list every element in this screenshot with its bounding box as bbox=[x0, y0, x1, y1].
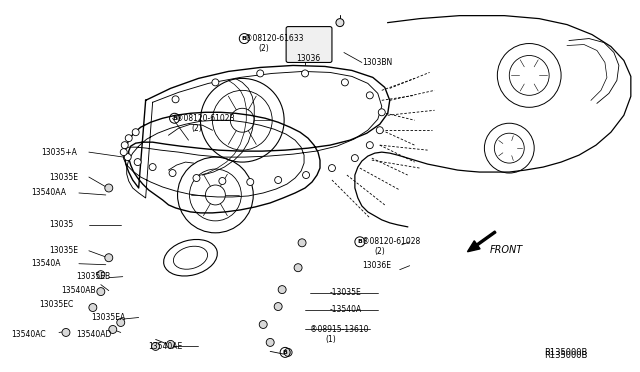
Circle shape bbox=[301, 70, 308, 77]
FancyBboxPatch shape bbox=[286, 26, 332, 62]
Circle shape bbox=[257, 70, 264, 77]
Circle shape bbox=[294, 264, 302, 272]
Text: R135000B: R135000B bbox=[544, 351, 588, 360]
Text: 13035EB: 13035EB bbox=[76, 272, 110, 281]
Circle shape bbox=[303, 171, 310, 179]
Circle shape bbox=[351, 155, 358, 161]
Circle shape bbox=[284, 349, 292, 356]
Text: ®08120-61028: ®08120-61028 bbox=[362, 237, 420, 246]
Circle shape bbox=[366, 92, 373, 99]
Text: 13035EC: 13035EC bbox=[39, 300, 74, 309]
Circle shape bbox=[97, 288, 105, 296]
Text: 13540AA: 13540AA bbox=[31, 189, 66, 198]
Text: -13540A: -13540A bbox=[330, 305, 362, 314]
Circle shape bbox=[125, 135, 132, 142]
Text: B: B bbox=[283, 350, 287, 355]
Circle shape bbox=[378, 109, 385, 116]
Circle shape bbox=[172, 96, 179, 103]
Circle shape bbox=[105, 184, 113, 192]
Text: 13035: 13035 bbox=[49, 220, 73, 230]
Text: B: B bbox=[172, 116, 177, 121]
Circle shape bbox=[105, 254, 113, 262]
Circle shape bbox=[62, 328, 70, 336]
Circle shape bbox=[336, 19, 344, 26]
Circle shape bbox=[166, 340, 175, 349]
Circle shape bbox=[169, 170, 176, 177]
Circle shape bbox=[247, 179, 253, 186]
Text: (2): (2) bbox=[258, 44, 269, 53]
Circle shape bbox=[212, 79, 219, 86]
Circle shape bbox=[376, 127, 383, 134]
Circle shape bbox=[116, 318, 125, 327]
Circle shape bbox=[341, 79, 348, 86]
Circle shape bbox=[97, 271, 105, 279]
Text: 13036E: 13036E bbox=[362, 261, 391, 270]
Text: 13540AC: 13540AC bbox=[11, 330, 46, 339]
Circle shape bbox=[278, 286, 286, 294]
Circle shape bbox=[109, 326, 116, 333]
Text: B: B bbox=[357, 239, 362, 244]
Circle shape bbox=[366, 142, 373, 149]
Circle shape bbox=[149, 164, 156, 170]
Text: B: B bbox=[242, 36, 247, 41]
Text: 13540AE: 13540AE bbox=[148, 342, 183, 351]
Text: 13540A: 13540A bbox=[31, 259, 61, 268]
Circle shape bbox=[124, 154, 131, 161]
Circle shape bbox=[266, 339, 274, 346]
Circle shape bbox=[193, 174, 200, 182]
Circle shape bbox=[120, 149, 127, 155]
Circle shape bbox=[275, 177, 282, 183]
Text: 13540AB: 13540AB bbox=[61, 286, 95, 295]
Text: (2): (2) bbox=[191, 124, 202, 133]
Text: 13035EA: 13035EA bbox=[91, 313, 125, 322]
Circle shape bbox=[274, 302, 282, 311]
Circle shape bbox=[328, 164, 335, 171]
Text: 1303BN: 1303BN bbox=[362, 58, 392, 67]
Circle shape bbox=[132, 129, 139, 136]
Text: (1): (1) bbox=[325, 335, 336, 344]
Circle shape bbox=[121, 142, 128, 149]
Text: ®08120-6102B: ®08120-6102B bbox=[175, 114, 234, 123]
Text: -13035E: -13035E bbox=[330, 288, 362, 297]
Circle shape bbox=[152, 342, 159, 350]
Circle shape bbox=[259, 321, 267, 328]
Circle shape bbox=[219, 177, 226, 185]
Text: 13035E: 13035E bbox=[49, 173, 78, 182]
Text: 13035+A: 13035+A bbox=[41, 148, 77, 157]
Text: (2): (2) bbox=[375, 247, 385, 256]
FancyArrow shape bbox=[467, 231, 496, 252]
Text: 13540AD: 13540AD bbox=[76, 330, 111, 339]
Text: 13036: 13036 bbox=[296, 54, 321, 63]
Text: ®08915-13610: ®08915-13610 bbox=[310, 325, 369, 334]
Circle shape bbox=[298, 239, 306, 247]
Circle shape bbox=[89, 304, 97, 311]
Text: 13035E: 13035E bbox=[49, 246, 78, 255]
Text: R135000B: R135000B bbox=[544, 348, 588, 357]
Circle shape bbox=[134, 158, 141, 166]
Text: ®08120-61633: ®08120-61633 bbox=[245, 34, 304, 43]
Text: FRONT: FRONT bbox=[490, 245, 523, 255]
